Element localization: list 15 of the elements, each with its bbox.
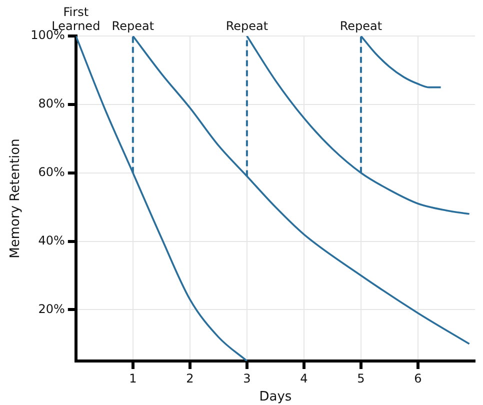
- y-tick-label: 40%: [38, 233, 65, 248]
- y-tick-label: 80%: [38, 96, 65, 111]
- x-tick-label: 2: [186, 371, 194, 386]
- x-tick-label: 6: [414, 371, 422, 386]
- x-tick-label: 1: [129, 371, 137, 386]
- x-tick-label: 4: [300, 371, 308, 386]
- y-tick-label: 60%: [38, 164, 65, 179]
- x-tick-label: 5: [357, 371, 365, 386]
- x-tick-label: 3: [243, 371, 251, 386]
- y-axis-title: Memory Retention: [8, 138, 24, 258]
- x-axis-title: Days: [259, 390, 292, 405]
- y-tick-label: 20%: [38, 302, 65, 316]
- ref-line-label: Repeat: [340, 19, 382, 34]
- ref-line-label: Repeat: [226, 19, 268, 34]
- ref-line-label: Repeat: [112, 19, 154, 34]
